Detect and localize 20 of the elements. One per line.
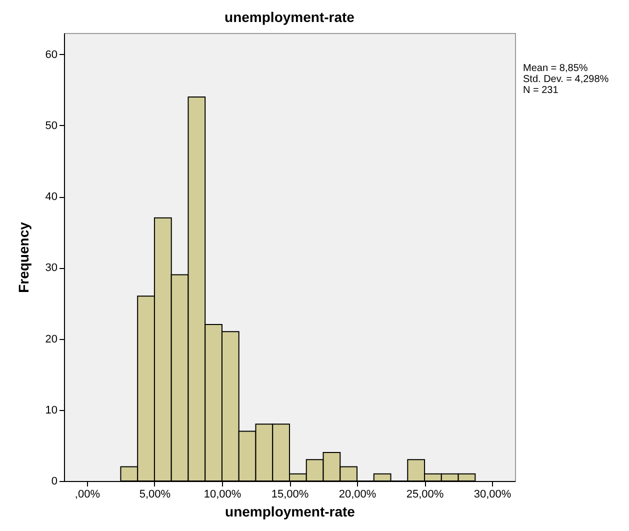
y-axis-title: Frequency: [15, 222, 32, 293]
x-axis-title: unemployment-rate: [225, 504, 356, 520]
x-tick-label: 5,00%: [139, 488, 171, 500]
y-tick-label: 50: [45, 120, 58, 132]
y-tick-label: 40: [45, 191, 58, 204]
chart-title: unemployment-rate: [224, 9, 355, 25]
x-tick-label: 20,00%: [338, 488, 376, 500]
y-tick-label: 0: [51, 476, 58, 488]
y-tick-label: 30: [45, 262, 58, 274]
text: N = 231: [523, 85, 559, 96]
y-tick-label: 60: [45, 48, 58, 61]
x-tick-label: 15,00%: [271, 488, 309, 500]
y-tick-label: 10: [45, 404, 58, 416]
text: Mean = 8,85%: [523, 63, 588, 74]
x-tick-label: 10,00%: [204, 488, 242, 500]
text: Std. Dev. = 4,298%: [523, 74, 609, 85]
y-tick-label: 20: [45, 333, 58, 346]
x-tick-label: ,00%: [74, 488, 100, 500]
x-tick-label: 25,00%: [406, 488, 444, 500]
x-tick-label: 30,00%: [474, 488, 512, 500]
